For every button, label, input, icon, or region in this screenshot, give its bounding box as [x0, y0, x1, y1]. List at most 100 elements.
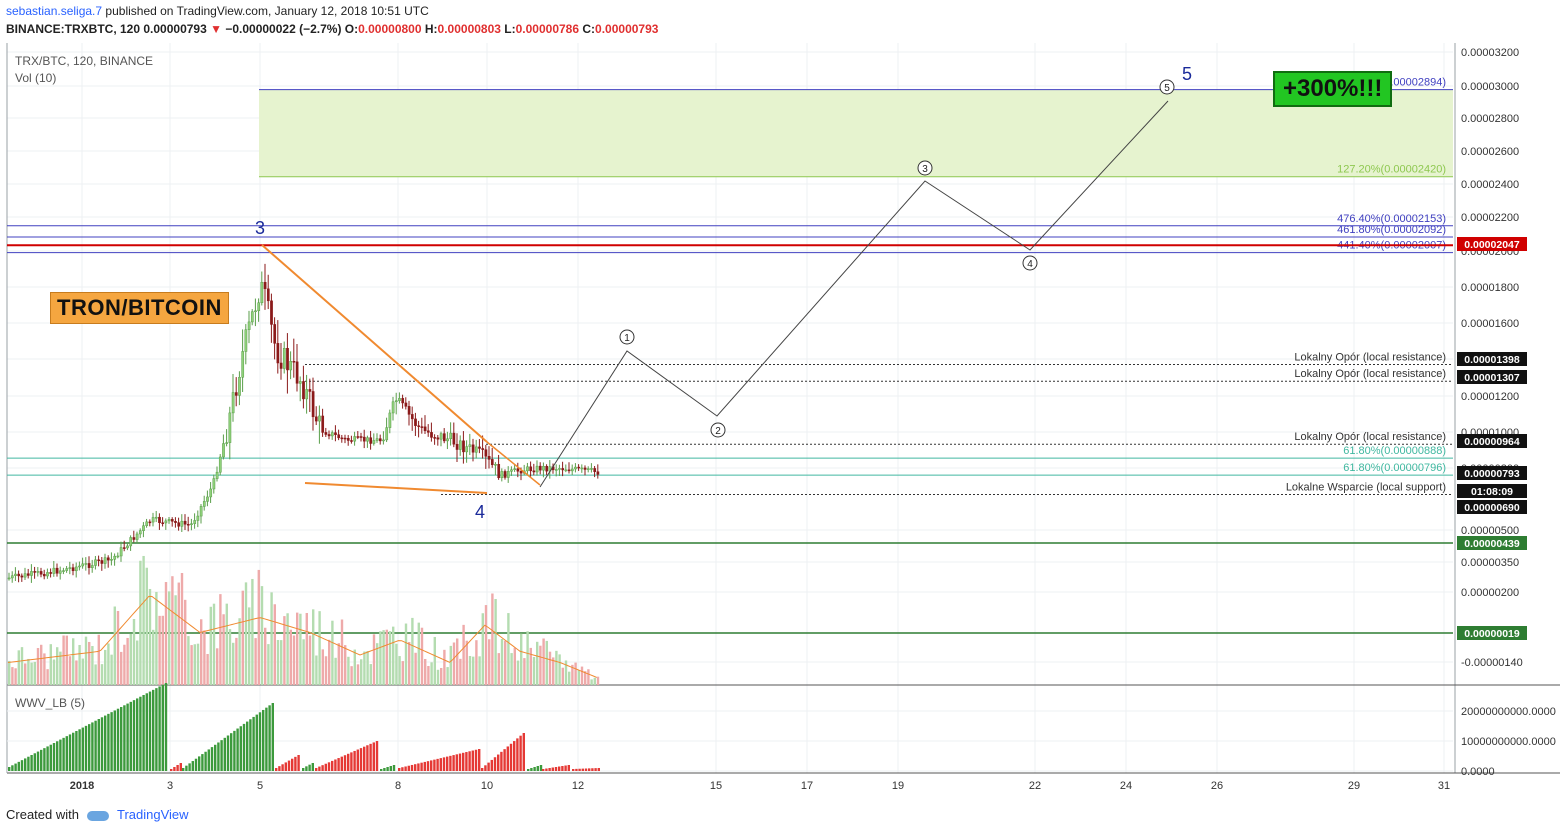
volume-bar	[382, 630, 385, 685]
projection-point-circle	[1022, 255, 1038, 271]
volume-bar	[148, 588, 152, 685]
wwv-bar	[359, 748, 363, 771]
wwv-bar	[318, 766, 321, 771]
volume-bar	[129, 633, 132, 685]
candle-body	[289, 361, 293, 371]
candle-body	[215, 471, 219, 479]
volume-bar	[276, 639, 280, 685]
candle-body	[356, 436, 360, 438]
candle-body	[145, 521, 149, 526]
candle-body	[519, 470, 523, 474]
wwv-bar	[478, 749, 481, 771]
candle-body	[510, 469, 513, 472]
candle-body	[126, 545, 129, 549]
wwv-bar	[386, 767, 389, 771]
candle-body	[330, 432, 334, 437]
candle-body	[321, 415, 325, 433]
candle-body	[292, 361, 296, 363]
candle-body	[478, 446, 481, 449]
wwv-bar	[465, 752, 468, 771]
volume-bar	[267, 644, 270, 685]
level-label: Lokalny Opór (local resistance)	[1294, 431, 1446, 443]
wwv-bar	[155, 688, 158, 771]
candle-body	[39, 571, 43, 575]
wwv-bar	[407, 765, 410, 771]
candle-body	[442, 433, 446, 442]
volume-bar	[590, 679, 593, 685]
wwv-bar	[551, 767, 554, 771]
wwv-bar	[226, 735, 230, 771]
volume-bar	[212, 603, 216, 685]
candle-body	[87, 563, 91, 568]
candle-body	[362, 436, 366, 442]
volume-bar	[580, 666, 584, 685]
wwv-bar	[46, 746, 49, 771]
candle-body	[238, 376, 241, 396]
volume-bar	[440, 667, 443, 685]
candle-body	[247, 321, 251, 330]
volume-bar	[248, 607, 251, 685]
wwv-bar	[561, 766, 564, 771]
volume-bar	[408, 641, 411, 685]
volume-bar	[257, 569, 260, 685]
wwv-bar	[123, 705, 126, 771]
candle-body	[231, 392, 235, 414]
ohlc-low-label: L:	[504, 22, 516, 36]
wwv-bar	[452, 755, 455, 771]
candle-body	[142, 525, 145, 531]
volume-bar	[219, 594, 222, 685]
candle-body	[186, 523, 190, 526]
volume-bar	[561, 667, 564, 685]
wwv-bar	[158, 686, 161, 771]
time-tick-label: 15	[710, 780, 722, 792]
volume-bar	[510, 653, 513, 685]
volume-bar	[452, 642, 456, 685]
candle-body	[84, 563, 88, 565]
volume-bar	[264, 627, 267, 685]
volume-bar	[75, 660, 78, 685]
author-link[interactable]: sebastian.seliga.7	[6, 4, 103, 18]
volume-bar	[84, 636, 88, 685]
wwv-bar	[265, 707, 268, 771]
main-series-legend[interactable]: TRX/BTC, 120, BINANCE	[15, 54, 154, 68]
candle-body	[7, 577, 11, 580]
time-tick-label: 26	[1211, 780, 1223, 792]
candle-body	[481, 448, 485, 450]
wwv-legend[interactable]: WWV_LB (5)	[15, 696, 86, 710]
wwv-tick-label: 0.0000	[1461, 766, 1495, 778]
candle-body	[311, 391, 315, 418]
projection-point-label: 5	[1164, 83, 1170, 94]
volume-legend[interactable]: Vol (10)	[15, 71, 57, 85]
candle-body	[391, 401, 395, 414]
volume-bar	[596, 676, 600, 685]
volume-bar	[145, 567, 148, 685]
volume-bar	[584, 671, 587, 685]
volume-bar	[443, 649, 446, 685]
level-label: Lokalne Wsparcie (local support)	[1286, 482, 1446, 494]
wwv-bar	[458, 753, 462, 771]
wwv-bar	[14, 763, 17, 771]
created-with-text: Created with	[6, 807, 79, 822]
wwv-bar	[207, 749, 210, 771]
wwv-bar	[223, 737, 226, 771]
price-tick-label: 0.00000500	[1461, 525, 1519, 537]
volume-bar	[302, 639, 305, 685]
volume-bar	[478, 656, 481, 685]
wwv-bar	[43, 748, 46, 771]
candle-body	[302, 381, 305, 400]
tradingview-link[interactable]: TradingView	[116, 807, 189, 822]
candle-body	[122, 547, 126, 549]
wwv-bar	[591, 768, 594, 771]
candle-body	[62, 570, 65, 572]
volume-bar	[91, 646, 94, 685]
volume-bar	[180, 573, 184, 685]
wwv-bar	[33, 753, 36, 771]
volume-bar	[59, 651, 62, 685]
wwv-bar	[446, 756, 449, 771]
wwv-bar	[179, 763, 182, 771]
volume-bar	[8, 660, 11, 685]
volume-bar	[36, 648, 40, 685]
tron-bitcoin-label: TRON/BITCOIN	[50, 292, 229, 324]
volume-bar	[558, 654, 561, 685]
